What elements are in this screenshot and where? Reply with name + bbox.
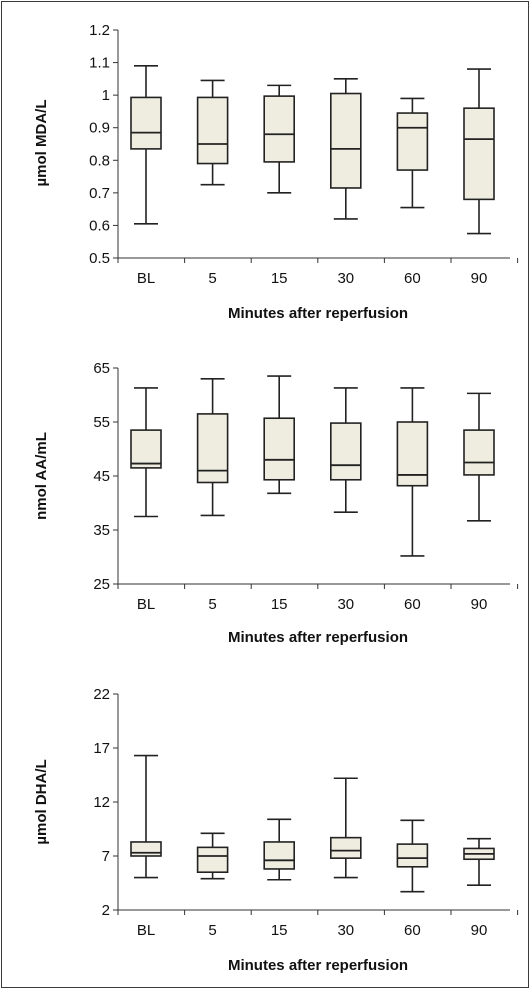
panel1-y-tick-label: 0.8 — [89, 152, 110, 169]
panel1-box-90 — [463, 107, 495, 201]
panel2-x-tick-label: 60 — [404, 596, 421, 613]
panel3-x-tick-label: 5 — [208, 922, 216, 939]
panel1-x-tick-label: 5 — [208, 270, 216, 287]
panel1-y-tick-label: 1.2 — [89, 22, 110, 39]
panel3-y-axis-title: µmol DHA/L — [33, 759, 50, 844]
panel3-x-tick-label: 15 — [271, 922, 288, 939]
panel1-box-60 — [396, 112, 429, 171]
panel1-y-tick-label: 1.1 — [89, 55, 110, 72]
panel1-box-5 — [196, 96, 229, 165]
panel3-y-tick-label: 12 — [93, 794, 110, 811]
panel3-y-tick-label: 22 — [93, 686, 110, 703]
panel2-y-tick-label: 55 — [93, 414, 110, 431]
panel2-x-tick-label: 5 — [208, 596, 216, 613]
panel3-x-axis-title: Minutes after reperfusion — [228, 957, 408, 974]
panel2-box-60 — [396, 421, 429, 487]
panel2-x-tick-label: BL — [137, 596, 155, 613]
panel1-x-tick-label: BL — [137, 270, 155, 287]
panel2-x-axis-title: Minutes after reperfusion — [228, 629, 408, 646]
panel1-y-tick-label: 0.5 — [89, 250, 110, 267]
panel2-box-5 — [196, 413, 229, 484]
panel1-x-tick-label: 90 — [471, 270, 488, 287]
panel3-box-5 — [196, 846, 229, 873]
panel1-x-tick-label: 15 — [271, 270, 288, 287]
panel1-y-tick-label: 1 — [102, 87, 110, 104]
panel1-y-tick-label: 0.6 — [89, 217, 110, 234]
panel3-x-tick-label: 30 — [337, 922, 354, 939]
panel1-box-BL — [130, 96, 162, 150]
panel1-box-15 — [263, 95, 296, 163]
panel2-x-tick-label: 15 — [271, 596, 288, 613]
panel1-box-30 — [329, 92, 362, 189]
panel2-x-tick-label: 30 — [337, 596, 354, 613]
panel3-box-15 — [263, 841, 296, 870]
panel3-y-tick-label: 7 — [102, 848, 110, 865]
panel1-x-tick-label: 30 — [337, 270, 354, 287]
panel2-box-90 — [463, 429, 495, 476]
panel2-y-tick-label: 45 — [93, 468, 110, 485]
panel2-y-tick-label: 35 — [93, 522, 110, 539]
panel1-x-axis-title: Minutes after reperfusion — [228, 305, 408, 322]
panel3-x-tick-label: 90 — [471, 922, 488, 939]
panel3-y-tick-label: 17 — [93, 740, 110, 757]
panel2-x-tick-label: 90 — [471, 596, 488, 613]
panel1-y-tick-label: 0.9 — [89, 120, 110, 137]
panel3-x-tick-label: 60 — [404, 922, 421, 939]
panel1-y-tick-label: 0.7 — [89, 185, 110, 202]
panel2-box-BL — [130, 429, 162, 469]
panel2-box-15 — [263, 417, 296, 481]
panel1-y-axis-title: µmol MDA/L — [33, 100, 50, 187]
panel3-box-60 — [396, 843, 429, 868]
panel3-x-tick-label: BL — [137, 922, 155, 939]
panel3-y-tick-label: 2 — [102, 902, 110, 919]
panel1-x-tick-label: 60 — [404, 270, 421, 287]
panel2-box-30 — [329, 422, 362, 481]
panel3-box-30 — [329, 836, 362, 859]
panel3-box-BL — [130, 841, 162, 857]
panel2-y-tick-label: 65 — [93, 360, 110, 377]
panel2-y-axis-title: nmol AA/mL — [33, 432, 50, 520]
panel2-y-tick-label: 25 — [93, 576, 110, 593]
